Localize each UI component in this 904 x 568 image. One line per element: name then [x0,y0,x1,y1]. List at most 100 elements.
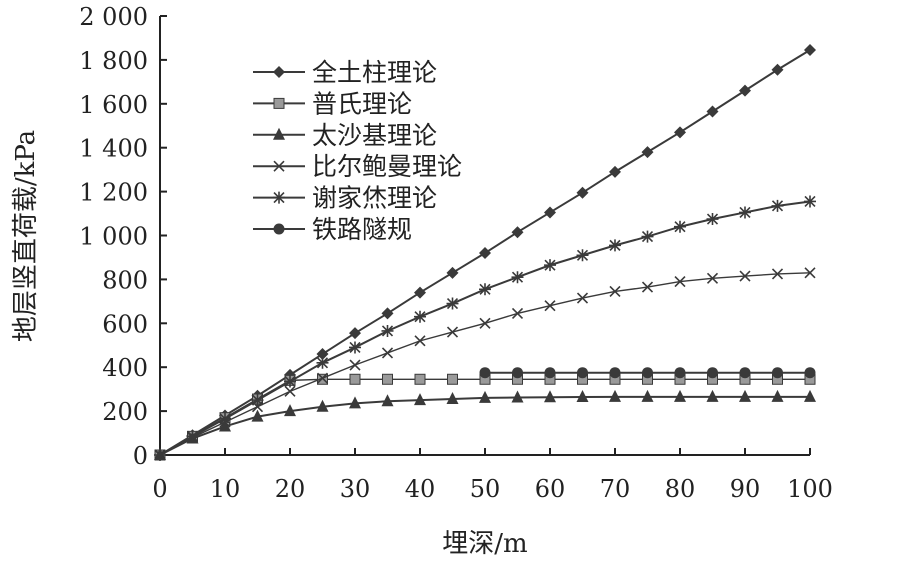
series-5 [479,367,816,379]
data-point [771,268,784,280]
data-point [609,165,621,178]
legend-marker [273,66,285,78]
data-point [674,126,686,139]
data-point [186,430,199,443]
data-point [576,390,589,403]
data-point [381,394,394,407]
data-point [511,307,524,319]
data-point [771,63,784,76]
data-point [349,341,361,354]
data-point [641,389,654,402]
data-point [609,389,621,402]
data-point [446,326,459,338]
legend-item: 普氏理论 [253,89,412,118]
y-tick-label: 400 [102,354,148,382]
y-tick-label: 200 [102,398,148,426]
legend-item: 比尔鲍曼理论 [253,152,462,181]
data-point [479,283,491,296]
data-point [284,375,296,388]
data-point [674,276,686,288]
series-layer [154,44,816,461]
data-point [219,412,231,425]
data-point [316,399,329,412]
legend-marker [273,97,285,109]
legend-label: 全土柱理论 [312,58,437,87]
x-axis-title: 埋深/m [442,529,527,559]
y-tick-label: 1 000 [79,223,148,251]
legend-item: 太沙基理论 [253,121,437,150]
data-point [479,247,491,260]
data-point [414,286,426,299]
data-point [316,356,329,369]
data-point [674,389,686,402]
data-point [479,390,491,403]
x-tick-label: 100 [787,475,833,503]
data-point [512,367,523,379]
y-tick-label: 1 200 [79,179,148,207]
data-point [706,213,719,226]
x-tick-label: 0 [152,475,167,503]
data-point [706,389,719,402]
data-point [609,285,621,298]
data-point [544,259,556,272]
data-point [349,359,361,371]
data-point [349,373,361,385]
data-point [284,385,296,397]
data-point [641,281,654,293]
data-point [284,404,296,417]
data-point [772,367,783,379]
x-tick-label: 50 [470,475,501,503]
data-point [576,249,589,262]
series-line [159,272,811,456]
data-point [544,367,556,379]
data-point [316,372,329,384]
data-point [544,206,556,219]
x-tick-label: 80 [665,475,696,503]
y-axis-title: 地层竖直荷载/kPa [11,130,41,342]
data-point [739,270,751,282]
data-point [381,324,394,337]
data-point [479,367,491,379]
data-point [609,367,621,379]
data-point [804,44,816,57]
data-point [674,220,686,233]
x-tick-label: 60 [535,475,566,503]
data-point [609,239,621,252]
data-point [739,367,751,379]
series-4 [154,195,816,461]
legend-label: 太沙基理论 [312,121,437,150]
data-point [804,195,816,208]
data-point [739,389,751,402]
data-point [446,297,459,310]
data-point [641,146,654,159]
data-point [739,206,751,219]
data-point [804,389,816,402]
legend-item: 铁路隧规 [253,215,412,244]
y-tick-label: 600 [102,310,148,338]
data-point [771,389,784,402]
legend-marker [273,191,285,204]
data-point [544,300,556,312]
data-point [154,449,166,461]
x-tick-label: 40 [405,475,436,503]
data-point [706,272,719,284]
y-tick-label: 0 [133,442,148,470]
y-tick-label: 2 000 [79,3,148,31]
y-ticks: 0 200 400 600 800 1 000 1 200 1 400 1 600 1 800 2 … [79,3,167,470]
x-ticks: 0 10 20 30 40 50 60 70 80 90 100 [152,448,833,503]
data-point [511,271,524,284]
series-3 [154,267,816,461]
data-point [479,317,491,329]
data-point [349,327,361,340]
legend-marker [273,127,285,140]
data-point [414,310,426,323]
data-point [414,373,426,385]
y-tick-label: 1 600 [79,91,148,119]
data-point [577,367,588,379]
data-point [739,84,751,97]
x-tick-label: 20 [275,475,306,503]
x-tick-label: 90 [730,475,761,503]
data-point [706,105,719,118]
